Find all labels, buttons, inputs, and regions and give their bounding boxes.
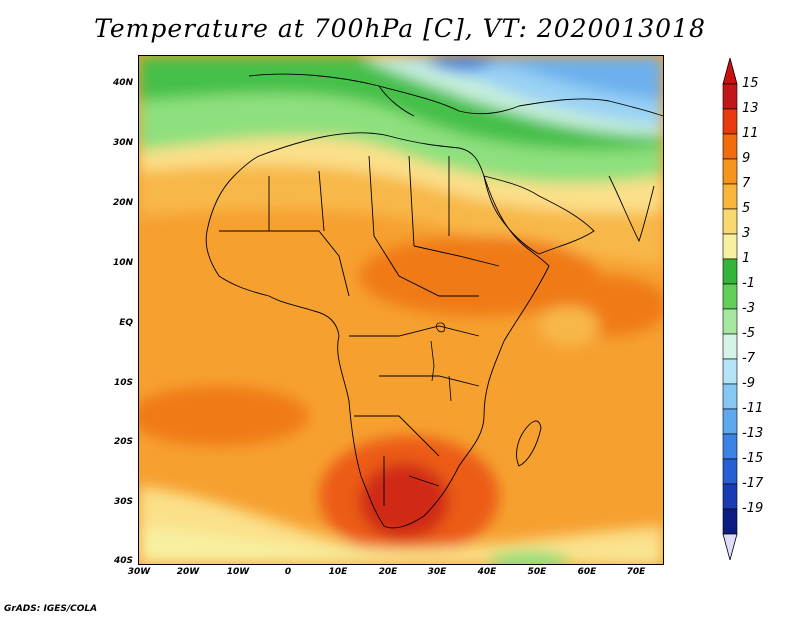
cool-patch-south xyxy=(489,551,569,564)
map-title: Temperature at 700hPa [C], VT: 202001301… xyxy=(94,14,706,43)
x-label-0: 0 xyxy=(284,567,292,577)
colorbar-segment xyxy=(722,458,738,485)
y-label-10s: 10S xyxy=(113,378,133,388)
colorbar-segment xyxy=(722,408,738,435)
colorbar-label: 11 xyxy=(742,126,759,141)
lake-malawi xyxy=(448,375,452,402)
colorbar-label: -3 xyxy=(742,301,755,316)
hot-core-south xyxy=(359,463,449,539)
colorbar-segment xyxy=(722,383,738,410)
colorbar-segment xyxy=(722,183,738,210)
y-label-40n: 40N xyxy=(112,78,133,88)
coastlines xyxy=(205,73,663,529)
colorbar-label: -13 xyxy=(742,426,764,441)
colorbar-segment xyxy=(722,258,738,285)
colorbar-label: -9 xyxy=(742,376,755,391)
temperature-map xyxy=(138,55,664,565)
colorbar-label: 1 xyxy=(742,251,751,266)
colorbar-label: -11 xyxy=(742,401,764,416)
colorbar-label: 3 xyxy=(742,226,751,241)
colorbar-segment xyxy=(722,233,738,260)
colorbar-segment xyxy=(722,333,738,360)
lakes xyxy=(430,322,452,402)
colorbar-min-arrow xyxy=(722,533,738,560)
x-label-70e: 70E xyxy=(626,567,646,577)
y-label-10n: 10N xyxy=(112,258,133,268)
x-label-30e: 30E xyxy=(427,567,447,577)
asia-coast xyxy=(518,98,663,117)
border-sahara xyxy=(268,155,450,247)
lake-tanganyika xyxy=(430,340,435,382)
colorbar xyxy=(722,58,738,560)
map-svg xyxy=(139,56,663,564)
colorbar-label: 5 xyxy=(742,201,751,216)
colorbar-segment xyxy=(722,483,738,510)
colorbar-segment xyxy=(722,158,738,185)
credit-text: GrADS: IGES/COLA xyxy=(4,604,98,614)
colorbar-segment xyxy=(722,133,738,160)
colorbar-label: 15 xyxy=(742,76,759,91)
x-label-30w: 30W xyxy=(127,567,151,577)
colorbar-label: 7 xyxy=(742,176,751,191)
colorbar-segment xyxy=(722,433,738,460)
colorbar-label: -17 xyxy=(742,476,764,491)
x-label-40e: 40E xyxy=(477,567,497,577)
y-label-20n: 20N xyxy=(112,198,133,208)
colorbar-max-arrow xyxy=(722,58,738,85)
y-label-40s: 40S xyxy=(113,556,133,566)
colorbar-label: 9 xyxy=(742,151,751,166)
colorbar-label: -19 xyxy=(742,501,764,516)
colorbar-segment xyxy=(722,108,738,135)
madagascar-coast xyxy=(516,420,542,467)
colorbar-segment xyxy=(722,208,738,235)
y-label-30s: 30S xyxy=(113,497,133,507)
x-label-60e: 60E xyxy=(577,567,597,577)
mild-patch-indian xyxy=(539,306,599,346)
colorbar-label: -15 xyxy=(742,451,764,466)
band-minus7 xyxy=(439,56,663,101)
x-label-50e: 50E xyxy=(527,567,547,577)
x-label-10w: 10W xyxy=(226,567,250,577)
warm-core-atlantic xyxy=(139,386,309,446)
y-label-30n: 30N xyxy=(112,138,133,148)
y-label-eq: EQ xyxy=(119,318,133,328)
colorbar-label: -7 xyxy=(742,351,755,366)
border-sahel xyxy=(373,235,500,297)
x-label-20w: 20W xyxy=(176,567,200,577)
colorbar-segment xyxy=(722,283,738,310)
africa-coast xyxy=(205,132,550,529)
arabia-coast xyxy=(483,175,595,255)
colorbar-label: 13 xyxy=(742,101,759,116)
colorbar-segment xyxy=(722,358,738,385)
x-label-20e: 20E xyxy=(378,567,398,577)
italy-coast xyxy=(378,85,415,117)
colorbar-segment xyxy=(722,83,738,110)
x-label-10e: 10E xyxy=(328,567,348,577)
india-coast xyxy=(608,175,655,243)
border-central-africa xyxy=(349,325,480,387)
band-minus11 xyxy=(429,56,499,72)
warm-core-east xyxy=(359,236,599,316)
colorbar-segment xyxy=(722,508,738,535)
band-7 xyxy=(139,135,663,266)
colorbar-label: -5 xyxy=(742,326,755,341)
border-southern-africa xyxy=(354,415,440,506)
colorbar-segment xyxy=(722,308,738,335)
colorbar-label: -1 xyxy=(742,276,755,291)
lake-victoria xyxy=(436,322,446,333)
europe-coast xyxy=(248,73,520,115)
y-label-20s: 20S xyxy=(113,437,133,447)
band-3-south xyxy=(139,526,663,564)
